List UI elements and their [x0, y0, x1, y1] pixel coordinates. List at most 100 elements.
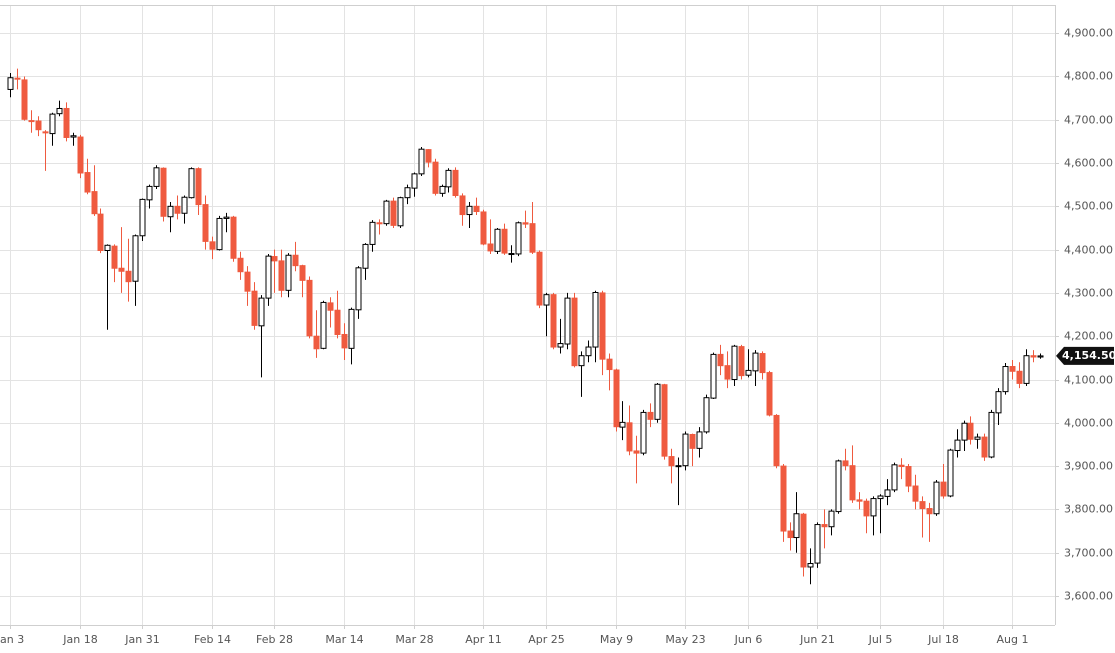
candle-body [306, 279, 313, 337]
candle-body [195, 168, 202, 206]
candle-body [445, 169, 452, 188]
candles [7, 68, 1044, 585]
candle-body [578, 355, 585, 367]
candle-body [814, 524, 821, 564]
candle-body [70, 135, 77, 138]
candle-body [1009, 366, 1016, 372]
candle-body [160, 167, 167, 217]
y-tick-label: 4,300.00 [1064, 287, 1113, 300]
candle-body [550, 294, 557, 348]
candle-body [592, 291, 599, 348]
candle-body [675, 465, 682, 468]
candle-body [668, 456, 675, 467]
candle-body [480, 211, 487, 245]
y-tick-label: 3,600.00 [1064, 590, 1113, 603]
candle-body [571, 297, 578, 367]
y-tick-label: 4,800.00 [1064, 70, 1113, 83]
candle-body [104, 244, 111, 251]
candle-body [870, 498, 877, 517]
candle-body [800, 513, 807, 568]
candle-body [710, 353, 717, 399]
candle-body [334, 309, 341, 335]
x-tick-label: Jan 31 [124, 633, 159, 646]
candle-body [780, 465, 787, 532]
candle-body [981, 436, 988, 458]
candle-body [891, 464, 898, 491]
candle-body [849, 465, 856, 501]
candle-body [696, 431, 703, 449]
candle-body [877, 495, 884, 500]
x-tick-label: Feb 28 [256, 633, 293, 646]
candle-body [425, 149, 432, 163]
candle-body [926, 508, 933, 515]
candle-body [118, 267, 125, 272]
candle-body [251, 290, 258, 326]
candle-body [473, 205, 480, 213]
y-tick-label: 4,500.00 [1064, 200, 1113, 213]
candle-body [404, 187, 411, 199]
candle-body [383, 200, 390, 225]
candle-body [153, 167, 160, 187]
candle-body [237, 257, 244, 273]
candle-body [341, 333, 348, 349]
candle-body [258, 297, 265, 327]
candle-body [1030, 355, 1037, 358]
candle-body [564, 297, 571, 345]
candle-body [355, 267, 362, 311]
candle-body [292, 254, 299, 267]
candle-body [174, 205, 181, 214]
candle-body [835, 460, 842, 513]
candle-body [181, 196, 188, 214]
x-tick-label: Apr 11 [465, 633, 502, 646]
candle-body [348, 308, 355, 349]
candle-body [689, 433, 696, 449]
x-tick-label: Jan 3 [0, 633, 24, 646]
candle-body [278, 260, 285, 291]
candle-body [494, 228, 501, 252]
candle-body [522, 222, 529, 225]
candle-body [947, 449, 954, 497]
candle-body [501, 228, 508, 254]
candle-body [439, 185, 446, 194]
x-tick-label: Jan 18 [62, 633, 97, 646]
candle-body [1002, 366, 1009, 393]
candle-body [752, 352, 759, 372]
candle-body [905, 466, 912, 487]
candle-body [56, 107, 63, 115]
candle-body [515, 222, 522, 255]
y-tick-label: 4,400.00 [1064, 244, 1113, 257]
x-tick-label: Jun 21 [799, 633, 835, 646]
candle-body [35, 120, 42, 131]
candle-body [397, 197, 404, 227]
candle-body [299, 265, 306, 281]
candle-body [244, 271, 251, 292]
candle-body [167, 205, 174, 218]
candle-body [327, 302, 334, 311]
candle-body [856, 499, 863, 502]
y-tick-label: 4,600.00 [1064, 157, 1113, 170]
candle-body [898, 464, 905, 468]
candle-body [1023, 355, 1030, 384]
candle-body [724, 365, 731, 380]
candle-body [974, 436, 981, 440]
candle-body [42, 131, 49, 134]
x-tick-label: Jul 5 [868, 633, 893, 646]
candle-body [125, 270, 132, 283]
candle-body [912, 485, 919, 502]
candle-body [884, 489, 891, 497]
candle-body [49, 113, 56, 135]
candle-body [543, 294, 550, 306]
candle-body [1037, 355, 1044, 358]
grid [0, 5, 1055, 625]
candle-body [654, 383, 661, 420]
y-tick-label: 4,200.00 [1064, 330, 1113, 343]
candle-body [97, 213, 104, 251]
candle-body [146, 185, 153, 201]
candle-body [529, 223, 536, 253]
candle-body [988, 411, 995, 458]
candle-body [230, 216, 237, 259]
y-tick-label: 4,000.00 [1064, 417, 1113, 430]
candle-body [21, 79, 28, 120]
candle-body [202, 204, 209, 242]
